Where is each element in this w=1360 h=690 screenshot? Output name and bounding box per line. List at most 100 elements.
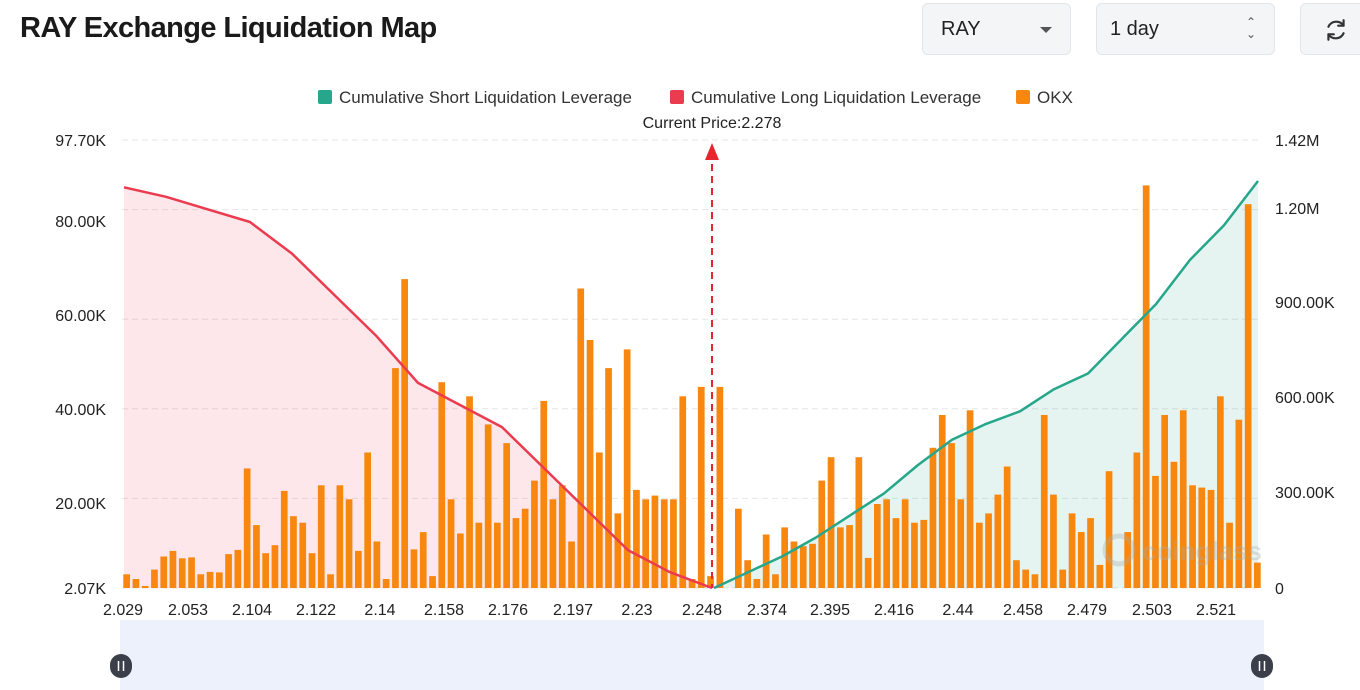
okx-bar bbox=[364, 452, 371, 588]
legend-label: OKX bbox=[1037, 88, 1073, 107]
y-right-tick-label: 900.00K bbox=[1275, 295, 1335, 312]
current-price-arrow bbox=[705, 143, 719, 160]
okx-bar bbox=[633, 489, 640, 588]
okx-bar bbox=[809, 543, 816, 588]
okx-bar bbox=[901, 499, 909, 588]
okx-bar bbox=[123, 574, 130, 588]
x-tick-label: 2.479 bbox=[1067, 602, 1107, 619]
x-tick-label: 2.503 bbox=[1132, 602, 1172, 619]
okx-bar bbox=[197, 574, 205, 588]
x-tick-label: 2.104 bbox=[232, 602, 272, 619]
okx-bar bbox=[438, 382, 446, 588]
okx-bar bbox=[225, 554, 232, 588]
okx-bar bbox=[558, 485, 566, 588]
okx-bar bbox=[1040, 415, 1048, 588]
okx-bar bbox=[512, 518, 520, 588]
legend-swatch bbox=[670, 90, 684, 104]
okx-bar bbox=[1217, 396, 1224, 588]
okx-bar bbox=[985, 513, 992, 588]
x-tick-label: 2.23 bbox=[621, 602, 652, 619]
okx-bar bbox=[290, 516, 297, 588]
y-right-tick-label: 600.00K bbox=[1275, 390, 1335, 407]
current-price-marker: Current Price:2.278 bbox=[643, 115, 782, 588]
okx-bar bbox=[1087, 518, 1094, 588]
cumulative-lines bbox=[123, 180, 1259, 590]
okx-bar bbox=[846, 525, 853, 588]
okx-bar bbox=[392, 368, 399, 588]
okx-bar bbox=[827, 457, 835, 588]
short-area bbox=[714, 181, 1258, 588]
okx-bar bbox=[132, 579, 140, 588]
x-tick-label: 2.029 bbox=[103, 602, 143, 619]
x-tick-label: 2.14 bbox=[364, 602, 395, 619]
okx-bar bbox=[772, 574, 779, 588]
okx-bar bbox=[178, 558, 186, 588]
okx-bar bbox=[697, 386, 705, 588]
okx-bar bbox=[253, 525, 260, 588]
long-line bbox=[123, 186, 713, 590]
okx-bar bbox=[753, 579, 761, 588]
okx-bar bbox=[1244, 204, 1252, 588]
legend-swatch bbox=[1016, 90, 1030, 104]
okx-bar bbox=[521, 508, 529, 588]
zoom-slider[interactable] bbox=[110, 620, 1273, 690]
okx-bar bbox=[1189, 485, 1196, 588]
x-tick-label: 2.374 bbox=[747, 602, 787, 619]
okx-bar bbox=[475, 522, 483, 588]
x-tick-label: 2.176 bbox=[488, 602, 528, 619]
okx-bar bbox=[494, 522, 501, 588]
okx-bar bbox=[568, 541, 575, 588]
okx-bar bbox=[1031, 574, 1039, 588]
x-tick-label: 2.197 bbox=[553, 602, 593, 619]
okx-bar bbox=[345, 499, 353, 588]
x-tick-label: 2.44 bbox=[942, 602, 973, 619]
okx-bar bbox=[299, 522, 307, 588]
okx-bar bbox=[1226, 522, 1233, 588]
okx-bar bbox=[874, 504, 881, 588]
current-price-label: Current Price:2.278 bbox=[643, 115, 782, 132]
x-tick-label: 2.122 bbox=[296, 602, 336, 619]
okx-bar bbox=[1013, 560, 1020, 588]
okx-bar bbox=[1161, 415, 1168, 588]
okx-bar bbox=[670, 499, 677, 588]
okx-bar bbox=[1142, 185, 1150, 588]
okx-bar bbox=[651, 495, 659, 588]
okx-bar bbox=[382, 579, 390, 588]
up-down-icon: ⌃ ⌄ bbox=[1245, 15, 1256, 41]
chevron-down-icon bbox=[1040, 27, 1052, 33]
y-left-tick-label: 97.70K bbox=[55, 133, 106, 150]
y-left-tick-label: 20.00K bbox=[55, 496, 106, 513]
okx-bar bbox=[614, 513, 622, 588]
time-range-select[interactable]: 1 day ⌃ ⌄ bbox=[1096, 3, 1275, 55]
okx-bar bbox=[1254, 562, 1261, 588]
okx-bar bbox=[429, 576, 436, 588]
okx-bar bbox=[762, 534, 770, 588]
y-left-tick-label: 60.00K bbox=[55, 308, 106, 325]
okx-bar bbox=[1059, 569, 1067, 588]
legend-label: Cumulative Long Liquidation Leverage bbox=[691, 88, 981, 107]
okx-bar bbox=[707, 576, 714, 588]
okx-bar bbox=[308, 553, 316, 588]
okx-bar bbox=[864, 557, 872, 588]
okx-bar bbox=[929, 447, 937, 588]
okx-bar bbox=[1198, 487, 1206, 588]
okx-bar bbox=[188, 557, 195, 588]
x-tick-label: 2.053 bbox=[168, 602, 208, 619]
y-right-tick-label: 0 bbox=[1275, 581, 1284, 598]
y-left-tick-label: 2.07K bbox=[64, 581, 106, 598]
okx-bar bbox=[401, 279, 408, 588]
okx-bar bbox=[549, 499, 557, 588]
okx-bar bbox=[447, 499, 455, 588]
coin-select-value: RAY bbox=[941, 18, 981, 40]
okx-bar bbox=[799, 546, 807, 588]
okx-bar bbox=[957, 499, 965, 588]
okx-bar bbox=[336, 485, 344, 588]
okx-bar bbox=[1179, 410, 1187, 588]
refresh-button[interactable] bbox=[1300, 3, 1360, 55]
okx-bar bbox=[790, 541, 798, 588]
refresh-icon bbox=[1327, 19, 1345, 41]
y-right-tick-label: 300.00K bbox=[1275, 485, 1335, 502]
okx-bar bbox=[605, 368, 612, 588]
okx-bar bbox=[716, 386, 724, 588]
coin-select[interactable]: RAY bbox=[922, 3, 1071, 55]
